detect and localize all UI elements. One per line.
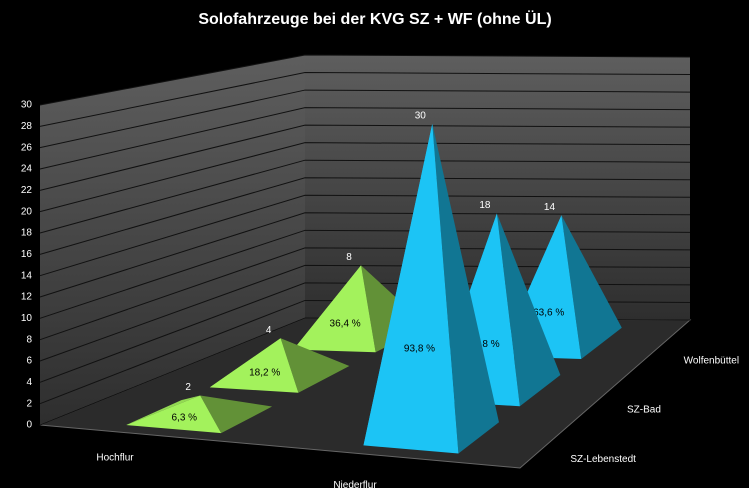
pyramid-face [126,395,201,426]
y-tick-label: 30 [21,100,33,111]
chart-title: Solofahrzeuge bei der KVG SZ + WF (ohne … [198,9,551,28]
pyramid [209,338,350,393]
value-label: 8 [346,252,352,263]
pyramid-face [432,123,499,454]
pyramid-face [293,265,376,353]
y-tick-label: 16 [21,249,33,260]
grid-line [39,124,691,191]
pyramid-face [200,395,273,434]
grid-line [39,107,691,170]
grid-line [39,89,691,149]
y-tick-label: 18 [21,228,33,239]
y-tick-label: 14 [21,270,33,281]
left-wall [40,55,305,425]
value-label: 4 [266,325,272,336]
plot-walls [39,54,692,469]
grid-line [39,72,691,127]
percent-label: 6,3 % [171,412,197,423]
y-tick-label: 2 [26,398,32,409]
pyramid-face [280,338,350,393]
y-tick-label: 22 [21,185,33,196]
depth-tick-label: Wolfenbüttel [684,355,739,366]
grid-line [39,194,691,277]
percent-label: 81,8 % [469,339,500,350]
y-tick-label: 8 [26,334,32,345]
y-tick-label: 10 [21,313,33,324]
percent-label: 93,8 % [404,344,435,355]
y-tick-label: 6 [26,356,32,367]
pyramid-face [209,338,299,393]
y-tick-label: 12 [21,292,33,303]
y-tick-label: 28 [21,121,33,132]
percent-label: 63,6 % [533,308,564,319]
pyramid [126,395,273,434]
back-wall [305,55,690,320]
value-label: 2 [185,382,191,393]
value-label: 18 [479,200,491,211]
y-tick-label: 4 [26,377,32,388]
value-label: 14 [544,202,556,213]
grid-line [39,177,691,255]
y-tick-label: 26 [21,142,33,153]
grid-line [39,159,691,234]
y-tick-label: 24 [21,164,33,175]
percent-label: 18,2 % [249,368,280,379]
y-tick-label: 20 [21,206,33,217]
depth-tick-label: SZ-Lebenstedt [570,454,636,465]
pyramid-face [496,213,561,407]
x-tick-label: Hochflur [96,452,134,463]
pyramid-face [561,215,622,359]
x-tick-label: Niederflur [333,480,377,488]
pyramid [363,123,499,454]
pyramid-face [126,395,222,434]
grid-line [39,142,691,213]
grid-line [39,212,691,298]
depth-tick-label: SZ-Bad [627,405,661,416]
grid-line [39,54,691,106]
value-label: 30 [415,110,427,121]
pyramid-face [363,123,459,454]
y-tick-label: 0 [26,420,32,431]
percent-label: 36,4 % [330,318,361,329]
